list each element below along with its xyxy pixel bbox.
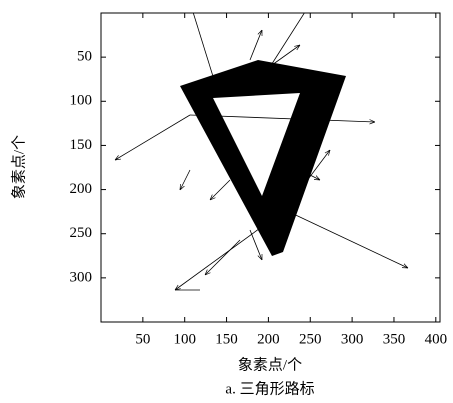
x-tick-label: 100 — [173, 331, 196, 347]
y-tick-label: 200 — [70, 181, 93, 197]
y-tick-label: 150 — [70, 137, 93, 153]
x-tick-label: 50 — [135, 331, 150, 347]
y-tick-label: 250 — [70, 225, 93, 241]
x-tick-label: 250 — [299, 331, 322, 347]
x-tick-label: 200 — [257, 331, 280, 347]
feature-arrows — [115, 12, 408, 290]
plot-frame — [101, 13, 440, 322]
x-tick-label: 150 — [215, 331, 238, 347]
y-tick-label: 300 — [70, 269, 93, 285]
x-axis-label: 象素点/个 — [238, 356, 302, 373]
chart: 象素点/个 a. 三角形路标 象素点/个 50 100 150 200 250 300 35… — [0, 0, 453, 403]
y-axis-label: 象素点/个 — [10, 135, 27, 199]
y-tick-label: 100 — [70, 93, 93, 109]
x-tick-label: 300 — [341, 331, 364, 347]
y-tick-label: 50 — [77, 49, 92, 65]
image-content — [115, 12, 408, 290]
caption: a. 三角形路标 — [225, 380, 314, 397]
x-tick-label: 400 — [425, 331, 448, 347]
x-tick-label: 350 — [383, 331, 406, 347]
